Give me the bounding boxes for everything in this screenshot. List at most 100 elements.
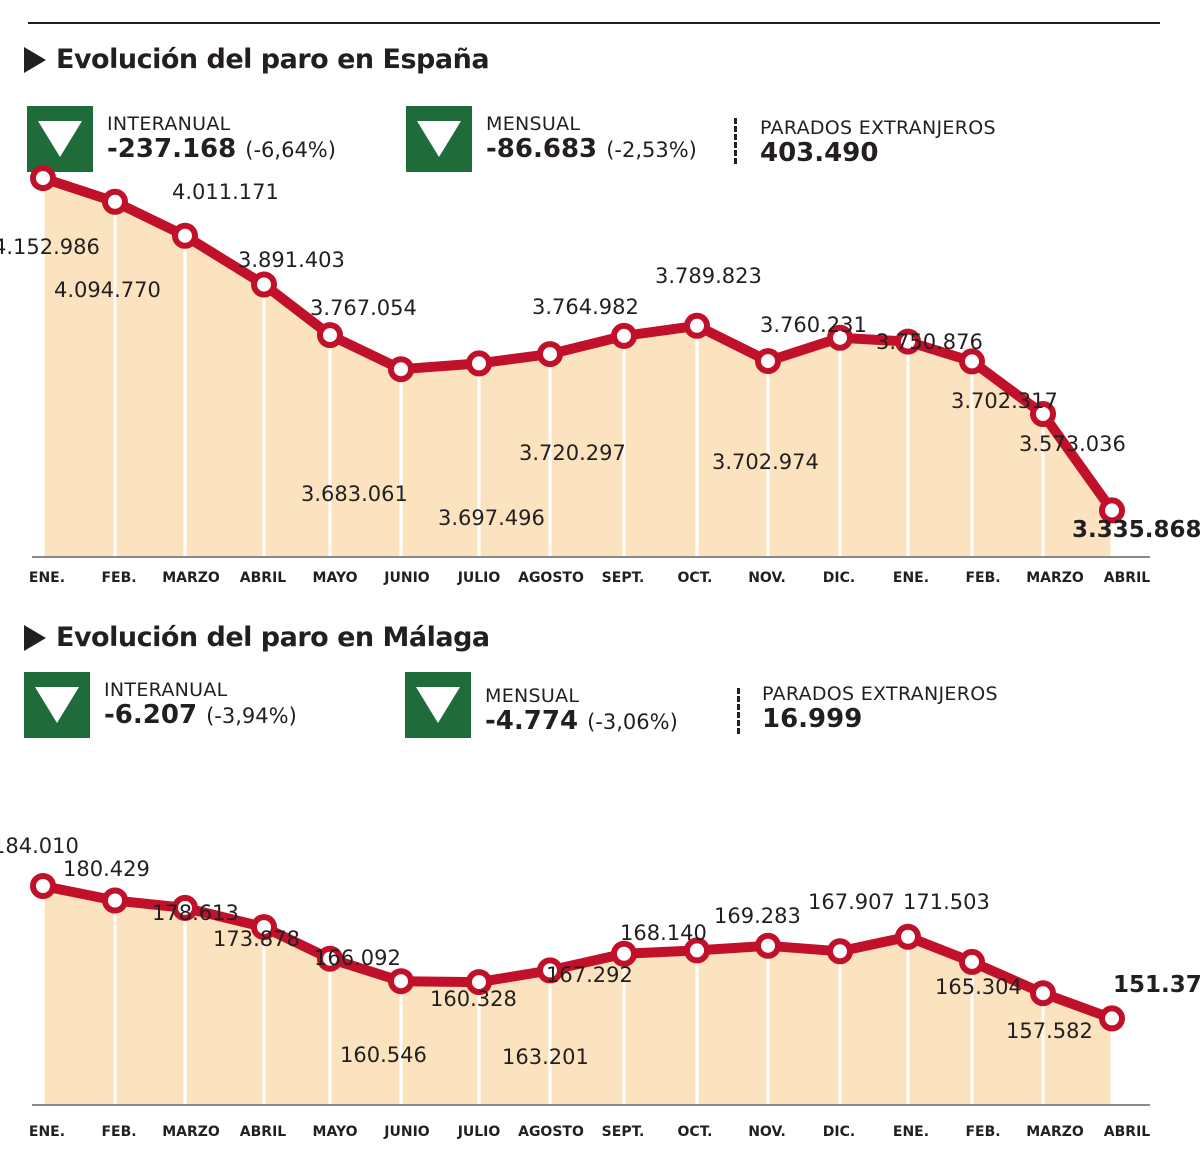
x-tick-label: ENE.	[893, 1124, 929, 1140]
x-tick-label: JUNIO	[383, 1124, 430, 1140]
malaga-title: Evolución del paro en Málaga	[24, 622, 490, 653]
data-label: 3.702.317	[951, 389, 1058, 413]
x-tick-label: DIC.	[823, 570, 855, 586]
x-tick-label: ENE.	[893, 570, 929, 586]
play-triangle-icon	[24, 46, 46, 73]
data-label: 169.283	[714, 904, 801, 928]
data-label: 4.094.770	[54, 278, 161, 302]
data-point	[959, 948, 985, 975]
data-point	[317, 322, 343, 349]
data-point	[755, 932, 781, 959]
x-tick-label: SEPT.	[602, 1124, 645, 1140]
data-label: 3.702.974	[712, 450, 819, 474]
spain-mensual: MENSUAL -86.683 (-2,53%)	[406, 106, 697, 172]
data-point	[388, 356, 414, 383]
down-arrow-icon	[27, 106, 93, 172]
data-label: 4.011.171	[172, 180, 279, 204]
interanual-value: -6.207	[104, 700, 198, 731]
mensual-value: -4.774	[485, 706, 579, 737]
series-line	[38, 173, 1117, 516]
malaga-title-text: Evolución del paro en Málaga	[56, 622, 490, 653]
malaga-interanual: INTERANUAL -6.207 (-3,94%)	[24, 672, 297, 738]
data-label: 168.140	[620, 921, 707, 945]
data-point	[102, 188, 128, 215]
data-point	[827, 938, 853, 965]
spain-title-text: Evolución del paro en España	[56, 44, 490, 75]
interanual-pct: (-3,94%)	[206, 704, 297, 729]
x-tick-label: MARZO	[1026, 570, 1084, 586]
malaga-section: Evolución del paro en Málaga INTERANUAL …	[0, 600, 1200, 1150]
spain-section: Evolución del paro en España INTERANUAL …	[0, 44, 1200, 586]
x-tick-label: ABRIL	[1104, 1124, 1150, 1140]
x-tick-label: AGOSTO	[518, 570, 584, 586]
mensual-pct: (-3,06%)	[587, 710, 678, 735]
x-tick-label: OCT.	[678, 570, 713, 586]
x-tick-label: ENE.	[29, 1124, 65, 1140]
data-point	[1030, 401, 1056, 427]
data-point	[895, 328, 921, 355]
data-point	[684, 937, 710, 964]
data-label: 184.010	[0, 834, 79, 858]
extranjeros-value: 403.490	[760, 138, 879, 169]
data-point	[1099, 497, 1125, 524]
mensual-label: MENSUAL	[485, 684, 580, 707]
data-point	[895, 923, 921, 950]
down-arrow-icon	[406, 106, 472, 172]
x-tick-label: JULIO	[457, 570, 501, 586]
data-label: 3.720.297	[519, 441, 626, 465]
interanual-pct: (-6,64%)	[245, 138, 336, 163]
x-tick-label: OCT.	[678, 1124, 713, 1140]
x-tick-label: JULIO	[457, 1124, 501, 1140]
data-point	[755, 348, 781, 375]
x-tick-label: SEPT.	[602, 570, 645, 586]
data-label: 3.789.823	[655, 264, 762, 288]
data-point	[102, 887, 128, 914]
data-point	[388, 968, 414, 995]
data-label: 3.767.054	[310, 296, 417, 320]
data-label: 151.375	[1113, 972, 1200, 998]
dashed-divider	[734, 118, 737, 164]
x-tick-label: FEB.	[101, 1124, 136, 1140]
data-point	[466, 969, 492, 996]
data-label: 163.201	[502, 1045, 589, 1069]
x-tick-label: ABRIL	[240, 1124, 286, 1140]
data-point	[537, 341, 563, 368]
spain-extranjeros: PARADOS EXTRANJEROS 403.490	[746, 117, 996, 169]
data-point	[30, 873, 56, 899]
data-label: 157.582	[1006, 1019, 1093, 1043]
malaga-extranjeros: PARADOS EXTRANJEROS 16.999	[748, 683, 998, 735]
data-label: 178.613	[152, 901, 239, 925]
x-tick-label: ABRIL	[240, 570, 286, 586]
series-line	[38, 881, 1117, 1024]
data-label: 3.697.496	[438, 506, 545, 530]
data-point	[611, 940, 637, 967]
dashed-divider	[737, 688, 740, 734]
x-tick-label: FEB.	[965, 1124, 1000, 1140]
area-fill	[43, 886, 1112, 1105]
data-label: 3.891.403	[238, 248, 345, 272]
interanual-label: INTERANUAL	[107, 112, 231, 135]
x-tick-label: FEB.	[101, 570, 136, 586]
data-point	[317, 945, 343, 972]
spain-interanual: INTERANUAL -237.168 (-6,64%)	[27, 106, 336, 172]
data-label: 4.152.986	[0, 235, 100, 259]
data-label: 3.573.036	[1019, 432, 1126, 456]
spain-title: Evolución del paro en España	[24, 44, 490, 75]
extranjeros-value: 16.999	[762, 704, 863, 735]
data-point	[684, 312, 710, 339]
data-label: 166.092	[314, 946, 401, 970]
x-tick-label: JUNIO	[383, 570, 430, 586]
data-point	[1099, 1005, 1125, 1032]
area-fill	[43, 178, 1112, 557]
x-tick-label: AGOSTO	[518, 1124, 584, 1140]
data-point	[251, 914, 277, 941]
data-label: 3.764.982	[532, 295, 639, 319]
x-tick-label: MAYO	[313, 570, 358, 586]
extranjeros-label: PARADOS EXTRANJEROS	[762, 683, 998, 705]
x-tick-label: MARZO	[162, 570, 220, 586]
data-label: 3.683.061	[301, 482, 408, 506]
data-point	[30, 165, 56, 192]
x-tick-label: FEB.	[965, 570, 1000, 586]
data-label: 173.878	[213, 927, 300, 951]
